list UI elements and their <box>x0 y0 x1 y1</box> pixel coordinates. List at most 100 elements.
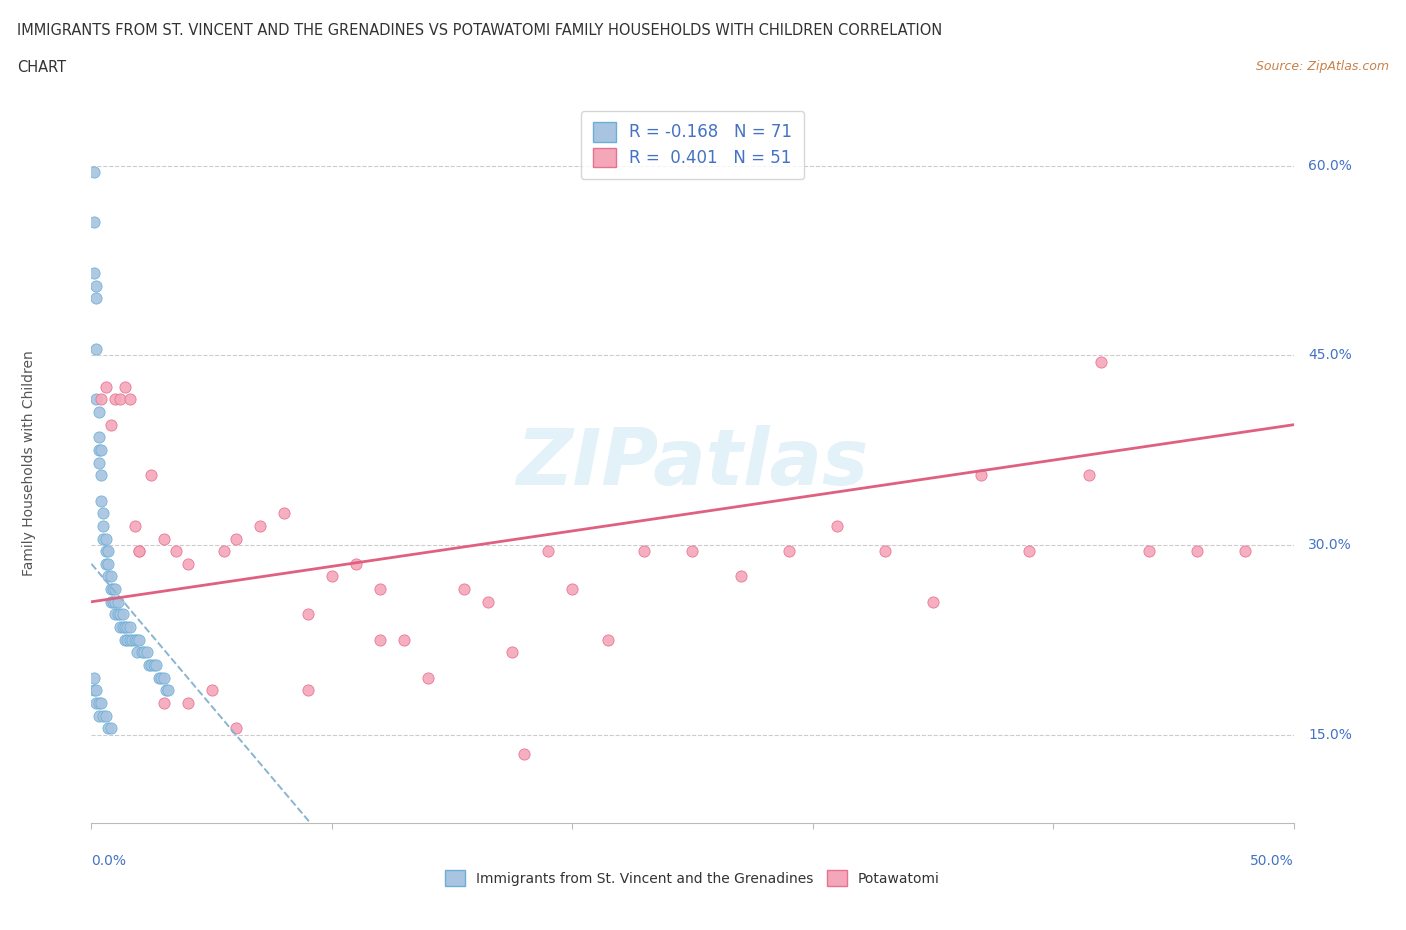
Point <box>114 379 136 394</box>
Point <box>344 556 367 571</box>
Point <box>83 266 105 281</box>
Point <box>107 607 129 622</box>
Point <box>87 405 110 419</box>
Point <box>94 708 117 723</box>
Point <box>83 215 105 230</box>
Point <box>110 619 132 634</box>
Point <box>128 544 150 559</box>
Point <box>176 696 198 711</box>
Point <box>90 443 112 458</box>
Point <box>165 544 187 559</box>
Point <box>152 696 174 711</box>
Point <box>201 683 224 698</box>
Point <box>513 746 536 761</box>
Point <box>141 468 163 483</box>
Point <box>297 607 319 622</box>
Point <box>84 696 107 711</box>
Text: CHART: CHART <box>17 60 66 75</box>
Point <box>148 671 170 685</box>
Point <box>83 683 105 698</box>
Point <box>138 658 160 672</box>
Point <box>128 544 150 559</box>
Point <box>225 531 247 546</box>
Text: 60.0%: 60.0% <box>1308 158 1351 173</box>
Point <box>117 632 139 647</box>
Point <box>93 506 115 521</box>
Text: IMMIGRANTS FROM ST. VINCENT AND THE GRENADINES VS POTAWATOMI FAMILY HOUSEHOLDS W: IMMIGRANTS FROM ST. VINCENT AND THE GREN… <box>17 23 942 38</box>
Point <box>121 632 143 647</box>
Point <box>453 581 475 596</box>
Point <box>392 632 415 647</box>
Point <box>104 607 127 622</box>
Point <box>94 531 117 546</box>
Point <box>117 619 139 634</box>
Point <box>97 721 120 736</box>
Point <box>1090 354 1112 369</box>
Point <box>155 683 177 698</box>
Point <box>501 644 523 659</box>
Point <box>157 683 180 698</box>
Point <box>93 531 115 546</box>
Point <box>416 671 439 685</box>
Point <box>94 544 117 559</box>
Point <box>1078 468 1101 483</box>
Point <box>87 708 110 723</box>
Point <box>110 607 132 622</box>
Point <box>249 518 271 533</box>
Point <box>97 556 120 571</box>
Text: 45.0%: 45.0% <box>1308 348 1351 362</box>
Point <box>1137 544 1160 559</box>
Text: 50.0%: 50.0% <box>1250 854 1294 868</box>
Point <box>141 658 163 672</box>
Point <box>111 619 134 634</box>
Point <box>90 468 112 483</box>
Point <box>135 644 157 659</box>
Point <box>87 696 110 711</box>
Point <box>100 581 122 596</box>
Point <box>104 392 127 407</box>
Point <box>176 556 198 571</box>
Point <box>125 632 148 647</box>
Text: ZIPatlas: ZIPatlas <box>516 425 869 500</box>
Point <box>84 291 107 306</box>
Point <box>825 518 848 533</box>
Point <box>118 392 141 407</box>
Point <box>970 468 993 483</box>
Point <box>87 443 110 458</box>
Point <box>104 581 127 596</box>
Point <box>142 658 165 672</box>
Point <box>84 683 107 698</box>
Point <box>561 581 583 596</box>
Point <box>118 632 141 647</box>
Point <box>873 544 896 559</box>
Point <box>922 594 945 609</box>
Point <box>104 594 127 609</box>
Point <box>145 658 167 672</box>
Point <box>368 581 391 596</box>
Text: Source: ZipAtlas.com: Source: ZipAtlas.com <box>1256 60 1389 73</box>
Point <box>87 430 110 445</box>
Text: 0.0%: 0.0% <box>91 854 127 868</box>
Point <box>321 569 343 584</box>
Point <box>94 556 117 571</box>
Point <box>110 392 132 407</box>
Point <box>730 569 752 584</box>
Point <box>598 632 620 647</box>
Text: 30.0%: 30.0% <box>1308 538 1351 551</box>
Point <box>100 418 122 432</box>
Point <box>100 721 122 736</box>
Point <box>1234 544 1257 559</box>
Point <box>107 594 129 609</box>
Point <box>225 721 247 736</box>
Point <box>84 341 107 356</box>
Text: 15.0%: 15.0% <box>1308 727 1351 741</box>
Point <box>93 518 115 533</box>
Point <box>84 392 107 407</box>
Point <box>134 644 156 659</box>
Point <box>150 671 173 685</box>
Point <box>87 456 110 471</box>
Point <box>101 581 124 596</box>
Point <box>114 619 136 634</box>
Point <box>124 632 146 647</box>
Point <box>97 569 120 584</box>
